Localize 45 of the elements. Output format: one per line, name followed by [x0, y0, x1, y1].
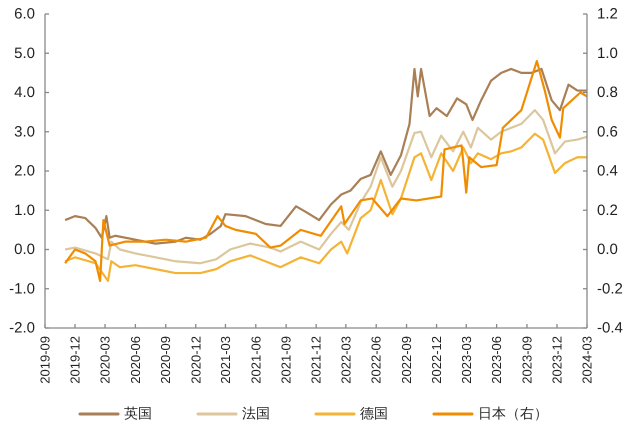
x-tick-label: 2020-09 — [158, 336, 174, 384]
line-series — [64, 132, 588, 282]
y-tick-label: 0.0 — [14, 241, 35, 258]
x-tick-label: 2023-09 — [519, 336, 534, 384]
x-tick-label: 2021-03 — [218, 336, 233, 384]
y2-tick-label: 0.6 — [597, 123, 618, 140]
x-tick-label: 2020-12 — [188, 336, 204, 384]
legend-label: 日本（右） — [478, 406, 548, 422]
y-tick-label: 6.0 — [14, 6, 35, 22]
legend-label: 法国 — [242, 406, 270, 422]
y2-tick-label: 1.2 — [597, 6, 618, 22]
x-tick-label: 2023-03 — [458, 336, 474, 384]
y-tick-label: -1.0 — [9, 280, 35, 298]
y-tick-label: 3.0 — [14, 123, 35, 140]
line-series — [64, 109, 588, 264]
x-tick-label: 2022-03 — [338, 336, 354, 384]
line-series — [64, 68, 588, 245]
legend-label: 德国 — [360, 406, 388, 422]
y2-tick-label: 1.0 — [597, 44, 618, 62]
y-tick-label: 1.0 — [14, 202, 35, 219]
legend-label: 英国 — [124, 406, 152, 422]
x-tick-label: 2022-06 — [368, 336, 384, 384]
x-tick-label: 2024-03 — [580, 336, 594, 384]
line-series — [64, 60, 588, 282]
y2-tick-label: 0.8 — [597, 84, 618, 101]
x-tick-label: 2021-09 — [278, 336, 294, 384]
x-tick-label: 2020-06 — [128, 336, 143, 384]
x-tick-label: 2021-12 — [308, 336, 324, 384]
x-tick-label: 2021-06 — [248, 336, 264, 384]
y2-tick-label: 0.0 — [597, 241, 618, 258]
x-tick-label: 2019-12 — [68, 336, 83, 384]
y2-tick-label: 0.4 — [597, 162, 618, 180]
y-tick-label: -2.0 — [9, 320, 35, 336]
y-tick-label: 2.0 — [14, 162, 35, 180]
y-tick-label: 5.0 — [14, 44, 35, 62]
x-tick-label: 2023-12 — [549, 336, 564, 384]
y2-tick-label: 0.2 — [597, 202, 618, 219]
y2-tick-label: -0.4 — [597, 320, 623, 336]
x-tick-label: 2022-09 — [399, 336, 414, 384]
x-tick-label: 2020-03 — [98, 336, 113, 384]
y-tick-label: 4.0 — [14, 84, 35, 101]
x-tick-label: 2019-09 — [38, 336, 52, 384]
y2-tick-label: -0.2 — [597, 280, 623, 298]
x-tick-label: 2022-12 — [429, 336, 444, 384]
x-tick-label: 2023-06 — [489, 336, 504, 384]
